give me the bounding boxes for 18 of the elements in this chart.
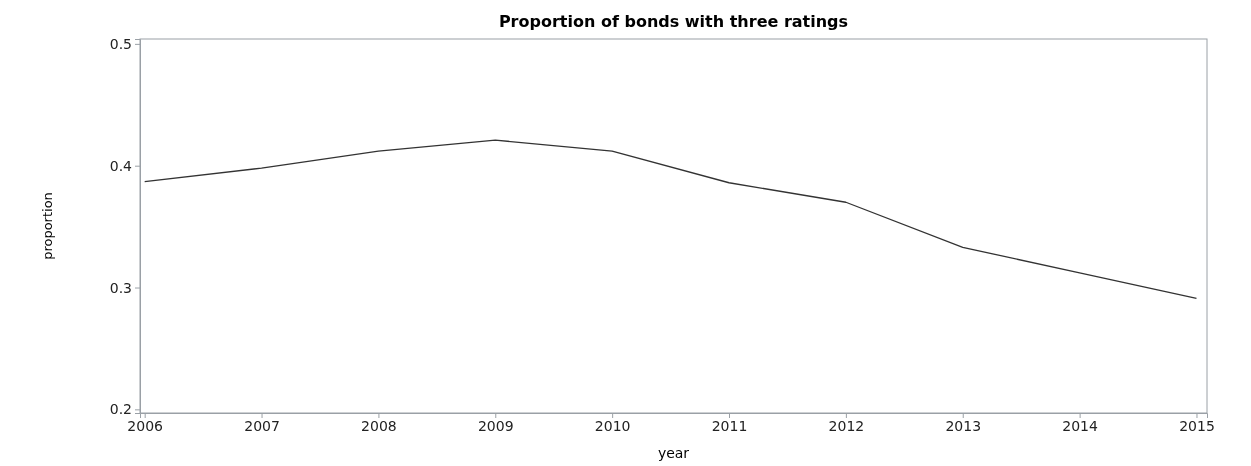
x-tick-label: 2009 — [477, 417, 514, 434]
x-tick-label: 2013 — [945, 417, 982, 434]
x-tick-label: 2011 — [711, 417, 748, 434]
x-tick-label: 2012 — [828, 417, 865, 434]
chart-title: Proportion of bonds with three ratings — [498, 12, 849, 31]
y-tick-label: 0.4 — [109, 157, 133, 174]
x-tick-label: 2015 — [1179, 417, 1215, 434]
x-tick-label: 2006 — [127, 417, 164, 434]
x-tick-label: 2010 — [594, 417, 631, 434]
line-series — [144, 139, 1198, 300]
y-axis-title: proportion — [40, 192, 55, 260]
y-tick-label: 0.3 — [109, 279, 132, 296]
x-tick-label: 2014 — [1062, 417, 1099, 434]
x-axis-title: year — [657, 445, 690, 461]
x-tick-label: 2007 — [244, 417, 280, 434]
y-tick-label: 0.5 — [109, 35, 132, 52]
x-tick-label: 2008 — [361, 417, 397, 434]
y-tick-label: 0.2 — [109, 401, 132, 418]
